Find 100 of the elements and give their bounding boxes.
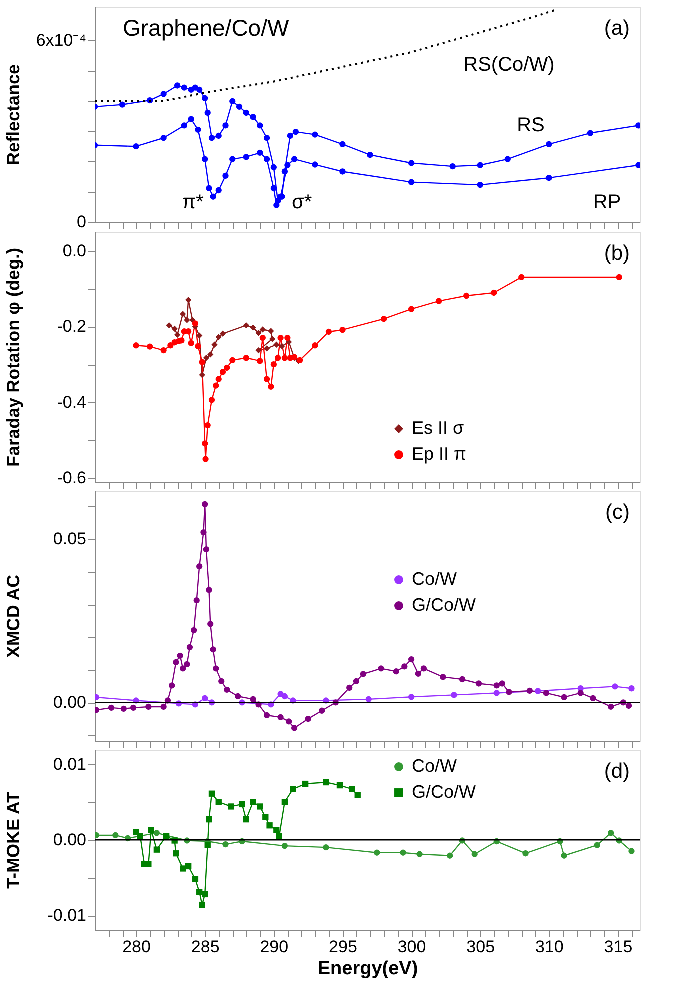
point bbox=[180, 311, 186, 318]
point bbox=[459, 676, 466, 683]
point bbox=[561, 694, 568, 701]
point bbox=[494, 682, 500, 689]
point bbox=[184, 317, 190, 324]
point bbox=[340, 168, 346, 175]
point bbox=[206, 816, 212, 823]
point bbox=[184, 661, 190, 668]
point bbox=[220, 330, 226, 337]
point bbox=[160, 135, 167, 142]
point bbox=[578, 690, 584, 696]
point bbox=[264, 346, 270, 352]
point bbox=[250, 114, 256, 120]
point bbox=[243, 110, 250, 116]
x-tick-label: 285 bbox=[191, 938, 220, 956]
point bbox=[224, 686, 230, 694]
annotation: (a) bbox=[604, 17, 630, 40]
legend-label: Co/W bbox=[412, 756, 458, 776]
point bbox=[408, 306, 415, 312]
point bbox=[282, 693, 288, 700]
point bbox=[499, 680, 506, 687]
point bbox=[196, 564, 203, 570]
point bbox=[181, 122, 188, 129]
point bbox=[206, 185, 212, 192]
point bbox=[450, 164, 456, 170]
point bbox=[354, 792, 361, 798]
point bbox=[218, 678, 225, 685]
point bbox=[477, 162, 484, 168]
point bbox=[305, 716, 312, 722]
point bbox=[349, 786, 356, 792]
point bbox=[160, 704, 167, 710]
point bbox=[522, 850, 529, 857]
legend-label: G/Co/W bbox=[412, 595, 476, 615]
y-axis-title: T-MOKE AT bbox=[4, 792, 24, 889]
y-axis-title: Faraday Rotation φ (deg.) bbox=[4, 248, 24, 467]
point bbox=[561, 852, 568, 859]
point bbox=[608, 830, 614, 836]
point bbox=[543, 690, 550, 696]
point bbox=[250, 324, 256, 331]
point bbox=[374, 850, 380, 856]
point bbox=[230, 357, 236, 364]
point bbox=[213, 666, 220, 672]
point bbox=[204, 422, 211, 429]
point bbox=[264, 712, 270, 719]
point bbox=[278, 714, 284, 721]
point bbox=[188, 116, 194, 122]
point bbox=[154, 846, 160, 853]
point bbox=[202, 456, 209, 462]
y-tick-label: 0.00 bbox=[53, 830, 86, 850]
point bbox=[336, 782, 344, 789]
point bbox=[173, 659, 180, 666]
point bbox=[208, 790, 216, 797]
point bbox=[108, 704, 115, 712]
point bbox=[204, 110, 211, 116]
point bbox=[222, 122, 229, 129]
point bbox=[199, 902, 206, 908]
point bbox=[616, 274, 622, 281]
point bbox=[491, 290, 498, 296]
point bbox=[282, 799, 288, 806]
point bbox=[340, 327, 346, 334]
annotation: σ* bbox=[292, 192, 312, 214]
point bbox=[243, 322, 250, 329]
point bbox=[326, 328, 332, 336]
point bbox=[290, 786, 296, 792]
point bbox=[262, 814, 269, 820]
point bbox=[202, 156, 208, 162]
point bbox=[236, 104, 243, 110]
point bbox=[257, 122, 264, 129]
point bbox=[191, 627, 198, 634]
point bbox=[518, 274, 525, 281]
point bbox=[278, 334, 284, 342]
point bbox=[302, 780, 309, 788]
point bbox=[202, 891, 208, 898]
point bbox=[402, 664, 408, 670]
point bbox=[268, 384, 274, 390]
point bbox=[222, 172, 229, 180]
point bbox=[216, 334, 222, 340]
point bbox=[133, 144, 140, 150]
point bbox=[192, 320, 199, 327]
point bbox=[186, 863, 192, 870]
point bbox=[208, 352, 214, 358]
point bbox=[146, 704, 152, 710]
point bbox=[181, 84, 188, 91]
point bbox=[196, 332, 203, 339]
annotation: Graphene/Co/W bbox=[123, 15, 290, 41]
point bbox=[319, 708, 326, 714]
point bbox=[172, 326, 178, 332]
legend-label: Es II σ bbox=[412, 418, 464, 438]
point bbox=[274, 827, 280, 834]
point bbox=[408, 656, 415, 663]
point bbox=[243, 816, 250, 823]
legend-label: G/Co/W bbox=[412, 782, 476, 802]
point bbox=[243, 355, 250, 362]
point bbox=[194, 598, 200, 604]
y-axis-title: Reflectance bbox=[4, 64, 24, 166]
point bbox=[590, 695, 596, 702]
point bbox=[243, 154, 250, 160]
x-tick-label: 295 bbox=[329, 938, 358, 956]
point bbox=[112, 832, 119, 839]
point bbox=[282, 355, 288, 362]
